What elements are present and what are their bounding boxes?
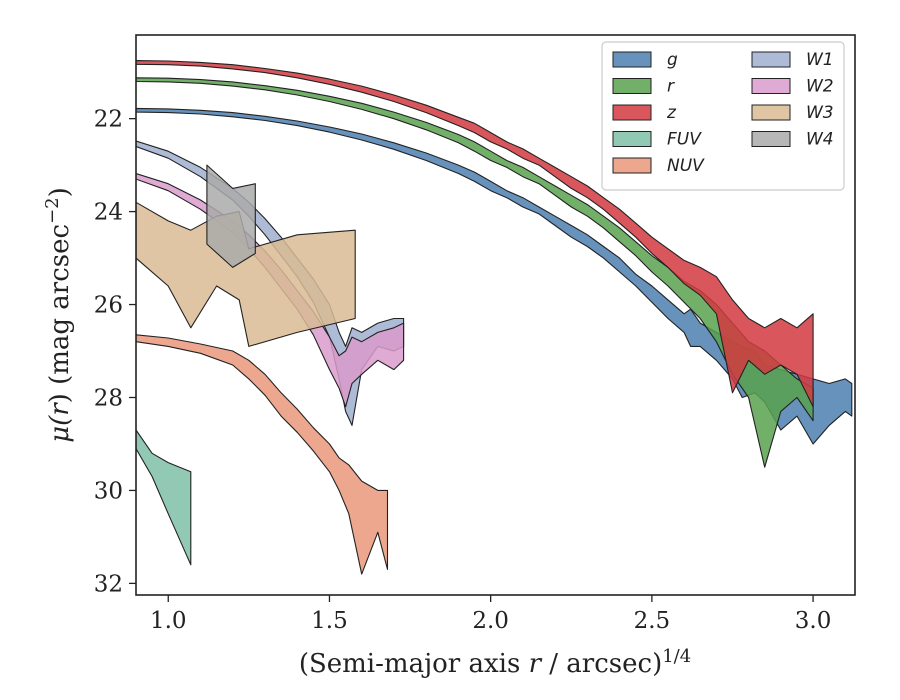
x-axis-label-suffix: / arcsec) [541, 649, 662, 679]
legend-swatch-FUV [612, 131, 652, 147]
y-tick-label: 32 [94, 571, 123, 597]
legend-swatch-r [612, 78, 652, 94]
legend-swatch-z [612, 104, 652, 121]
legend-label-FUV: FUV [667, 130, 702, 150]
band-NUV [136, 334, 389, 575]
x-tick-label: 2.5 [634, 608, 671, 634]
legend-label-W1: W1 [806, 50, 834, 70]
series-layer [136, 60, 853, 575]
legend-swatch-W3 [751, 104, 791, 121]
y-axis-label: μ(r) (mag arcsec−2) [42, 187, 75, 443]
band-FUV [136, 429, 192, 566]
legend-label-W3: W3 [806, 103, 834, 123]
legend-label-W4: W4 [806, 130, 834, 150]
y-tick-label: 30 [94, 478, 123, 504]
legend-swatch-NUV [612, 157, 652, 174]
y-axis-label-close: ) [45, 187, 75, 197]
legend-label-g: g [667, 50, 678, 70]
legend-label-r: r [667, 77, 675, 97]
legend-swatch-g [612, 51, 652, 68]
legend-label-W2: W2 [806, 77, 834, 97]
x-tick-label: 1.5 [311, 608, 348, 634]
legend-label-NUV: NUV [667, 156, 705, 176]
x-axis-label: (Semi-major axis r / arcsec)1/4 [299, 646, 691, 679]
y-axis: 22 24 26 28 30 32 [94, 107, 136, 597]
x-axis: 1.0 1.5 2.0 2.5 3.0 [150, 595, 831, 634]
legend-swatch-W2 [751, 78, 791, 94]
y-axis-label-prefix: μ( [45, 415, 75, 443]
legend: grz FUV NUV W1 W2 W3 W4 [601, 41, 845, 191]
legend-swatch-W4 [751, 131, 791, 147]
y-tick-label: 24 [94, 200, 123, 226]
x-tick-label: 2.0 [472, 608, 509, 634]
y-axis-label-exponent: −2 [42, 197, 63, 224]
x-tick-label: 3.0 [795, 608, 832, 634]
band-W4 [206, 164, 256, 268]
x-axis-label-exponent: 1/4 [662, 646, 691, 667]
legend-label-z: z [666, 103, 677, 123]
x-tick-label: 1.0 [150, 608, 187, 634]
band-r [136, 77, 814, 468]
plot-frame [135, 34, 856, 596]
legend-swatch-W1 [751, 51, 791, 68]
y-axis-label-suffix: ) (mag arcsec [45, 224, 75, 403]
y-tick-label: 26 [94, 293, 123, 319]
y-axis-label-var: r [45, 402, 75, 416]
x-axis-label-prefix: (Semi-major axis [299, 649, 529, 679]
y-tick-label: 22 [94, 107, 123, 133]
x-axis-label-var: r [529, 649, 543, 679]
y-tick-label: 28 [94, 385, 123, 411]
band-z [136, 60, 814, 408]
